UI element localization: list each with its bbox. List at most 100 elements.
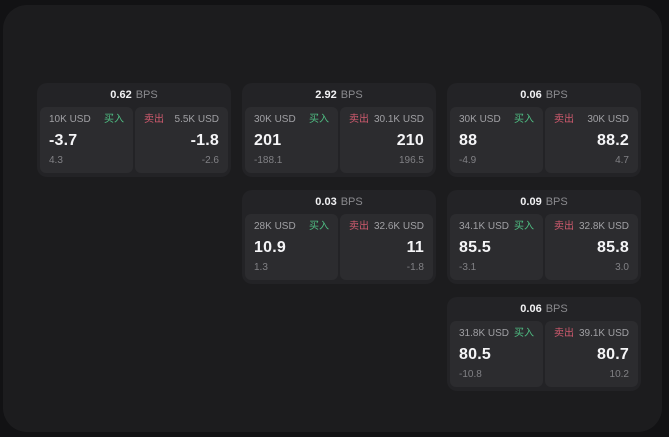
card-body: 31.8K USD 买入 80.5 -10.8 卖出 39.1K USD 80.… bbox=[447, 321, 641, 391]
buy-quote-tile[interactable]: 31.8K USD 买入 80.5 -10.8 bbox=[450, 321, 543, 387]
buy-price-value: 80.5 bbox=[459, 345, 491, 363]
quote-card: 2.92 BPS 30K USD 买入 201 -188.1 卖出 30.1K … bbox=[242, 83, 436, 177]
sell-tile-top-row: 卖出 30.1K USD bbox=[349, 114, 424, 126]
buy-side-label: 买入 bbox=[514, 328, 534, 339]
sell-delta-value: -2.6 bbox=[201, 155, 219, 166]
bps-unit-label: BPS bbox=[545, 196, 568, 208]
sell-size-label: 32.8K USD bbox=[578, 221, 629, 232]
card-bps-header: 0.03 BPS bbox=[242, 190, 436, 214]
card-body: 10K USD 买入 -3.7 4.3 卖出 5.5K USD -1.8 -2.… bbox=[37, 107, 231, 177]
quote-card: 0.06 BPS 30K USD 买入 88 -4.9 卖出 30K USD 8… bbox=[447, 83, 641, 177]
sell-side-label: 卖出 bbox=[554, 221, 574, 232]
bps-value: 0.06 bbox=[520, 89, 542, 101]
buy-quote-tile[interactable]: 28K USD 买入 10.9 1.3 bbox=[245, 214, 338, 280]
card-body: 30K USD 买入 201 -188.1 卖出 30.1K USD 210 1… bbox=[242, 107, 436, 177]
bps-value: 0.03 bbox=[315, 196, 337, 208]
sell-size-label: 39.1K USD bbox=[578, 328, 629, 339]
buy-side-label: 买入 bbox=[309, 114, 329, 125]
buy-price-value: 85.5 bbox=[459, 238, 491, 256]
card-body: 28K USD 买入 10.9 1.3 卖出 32.6K USD 11 -1.8 bbox=[242, 214, 436, 284]
bps-unit-label: BPS bbox=[135, 89, 158, 101]
card-body: 30K USD 买入 88 -4.9 卖出 30K USD 88.2 4.7 bbox=[447, 107, 641, 177]
card-bps-header: 2.92 BPS bbox=[242, 83, 436, 107]
sell-price-value: -1.8 bbox=[190, 131, 219, 149]
sell-tile-top-row: 卖出 5.5K USD bbox=[144, 114, 219, 126]
bps-value: 0.09 bbox=[520, 196, 542, 208]
buy-tile-top-row: 10K USD 买入 bbox=[49, 114, 124, 126]
sell-price-value: 85.8 bbox=[597, 238, 629, 256]
buy-side-label: 买入 bbox=[514, 114, 534, 125]
sell-delta-value: 3.0 bbox=[615, 262, 629, 273]
main-panel: 0.62 BPS 10K USD 买入 -3.7 4.3 卖出 5.5K USD… bbox=[3, 5, 662, 432]
card-bps-header: 0.06 BPS bbox=[447, 83, 641, 107]
sell-tile-top-row: 卖出 32.6K USD bbox=[349, 221, 424, 233]
quote-card: 0.03 BPS 28K USD 买入 10.9 1.3 卖出 32.6K US… bbox=[242, 190, 436, 284]
buy-price-value: -3.7 bbox=[49, 131, 78, 149]
buy-tile-top-row: 31.8K USD 买入 bbox=[459, 328, 534, 340]
bps-unit-label: BPS bbox=[545, 303, 568, 315]
sell-tile-top-row: 卖出 30K USD bbox=[554, 114, 629, 126]
sell-price-value: 11 bbox=[406, 238, 424, 256]
buy-price-value: 88 bbox=[459, 131, 478, 149]
buy-size-label: 30K USD bbox=[459, 114, 501, 125]
card-bps-header: 0.06 BPS bbox=[447, 297, 641, 321]
buy-quote-tile[interactable]: 10K USD 买入 -3.7 4.3 bbox=[40, 107, 133, 173]
buy-quote-tile[interactable]: 30K USD 买入 88 -4.9 bbox=[450, 107, 543, 173]
sell-quote-tile[interactable]: 卖出 5.5K USD -1.8 -2.6 bbox=[135, 107, 228, 173]
buy-price-value: 10.9 bbox=[254, 238, 286, 256]
buy-side-label: 买入 bbox=[104, 114, 124, 125]
sell-side-label: 卖出 bbox=[349, 114, 369, 125]
sell-delta-value: 10.2 bbox=[609, 369, 629, 380]
quote-card: 0.62 BPS 10K USD 买入 -3.7 4.3 卖出 5.5K USD… bbox=[37, 83, 231, 177]
bps-value: 0.62 bbox=[110, 89, 132, 101]
buy-tile-top-row: 30K USD 买入 bbox=[459, 114, 534, 126]
buy-size-label: 10K USD bbox=[49, 114, 91, 125]
sell-delta-value: -1.8 bbox=[406, 262, 424, 273]
sell-quote-tile[interactable]: 卖出 39.1K USD 80.7 10.2 bbox=[545, 321, 638, 387]
buy-delta-value: 1.3 bbox=[254, 262, 268, 273]
quote-card: 0.09 BPS 34.1K USD 买入 85.5 -3.1 卖出 32.8K… bbox=[447, 190, 641, 284]
sell-side-label: 卖出 bbox=[144, 114, 164, 125]
sell-delta-value: 196.5 bbox=[398, 155, 424, 166]
sell-size-label: 5.5K USD bbox=[174, 114, 219, 125]
sell-price-value: 88.2 bbox=[597, 131, 629, 149]
sell-price-value: 210 bbox=[396, 131, 424, 149]
sell-tile-top-row: 卖出 32.8K USD bbox=[554, 221, 629, 233]
buy-delta-value: -3.1 bbox=[459, 262, 477, 273]
buy-price-value: 201 bbox=[254, 131, 282, 149]
buy-delta-value: -10.8 bbox=[459, 369, 482, 380]
sell-side-label: 卖出 bbox=[554, 114, 574, 125]
sell-delta-value: 4.7 bbox=[615, 155, 629, 166]
bps-unit-label: BPS bbox=[340, 196, 363, 208]
buy-size-label: 30K USD bbox=[254, 114, 296, 125]
bps-unit-label: BPS bbox=[545, 89, 568, 101]
sell-side-label: 卖出 bbox=[349, 221, 369, 232]
quote-cards-grid: 0.62 BPS 10K USD 买入 -3.7 4.3 卖出 5.5K USD… bbox=[37, 83, 641, 391]
buy-side-label: 买入 bbox=[309, 221, 329, 232]
bps-value: 2.92 bbox=[315, 89, 337, 101]
sell-size-label: 30K USD bbox=[587, 114, 629, 125]
buy-tile-top-row: 34.1K USD 买入 bbox=[459, 221, 534, 233]
buy-quote-tile[interactable]: 34.1K USD 买入 85.5 -3.1 bbox=[450, 214, 543, 280]
sell-side-label: 卖出 bbox=[554, 328, 574, 339]
buy-tile-top-row: 28K USD 买入 bbox=[254, 221, 329, 233]
buy-size-label: 31.8K USD bbox=[459, 328, 510, 339]
sell-price-value: 80.7 bbox=[597, 345, 629, 363]
sell-quote-tile[interactable]: 卖出 32.8K USD 85.8 3.0 bbox=[545, 214, 638, 280]
quote-card: 0.06 BPS 31.8K USD 买入 80.5 -10.8 卖出 39.1… bbox=[447, 297, 641, 391]
card-bps-header: 0.09 BPS bbox=[447, 190, 641, 214]
buy-delta-value: -188.1 bbox=[254, 155, 283, 166]
buy-side-label: 买入 bbox=[514, 221, 534, 232]
sell-size-label: 32.6K USD bbox=[373, 221, 424, 232]
buy-size-label: 34.1K USD bbox=[459, 221, 510, 232]
buy-size-label: 28K USD bbox=[254, 221, 296, 232]
card-bps-header: 0.62 BPS bbox=[37, 83, 231, 107]
buy-quote-tile[interactable]: 30K USD 买入 201 -188.1 bbox=[245, 107, 338, 173]
sell-quote-tile[interactable]: 卖出 30.1K USD 210 196.5 bbox=[340, 107, 433, 173]
sell-quote-tile[interactable]: 卖出 30K USD 88.2 4.7 bbox=[545, 107, 638, 173]
buy-delta-value: 4.3 bbox=[49, 155, 63, 166]
sell-size-label: 30.1K USD bbox=[373, 114, 424, 125]
sell-quote-tile[interactable]: 卖出 32.6K USD 11 -1.8 bbox=[340, 214, 433, 280]
buy-tile-top-row: 30K USD 买入 bbox=[254, 114, 329, 126]
card-body: 34.1K USD 买入 85.5 -3.1 卖出 32.8K USD 85.8… bbox=[447, 214, 641, 284]
